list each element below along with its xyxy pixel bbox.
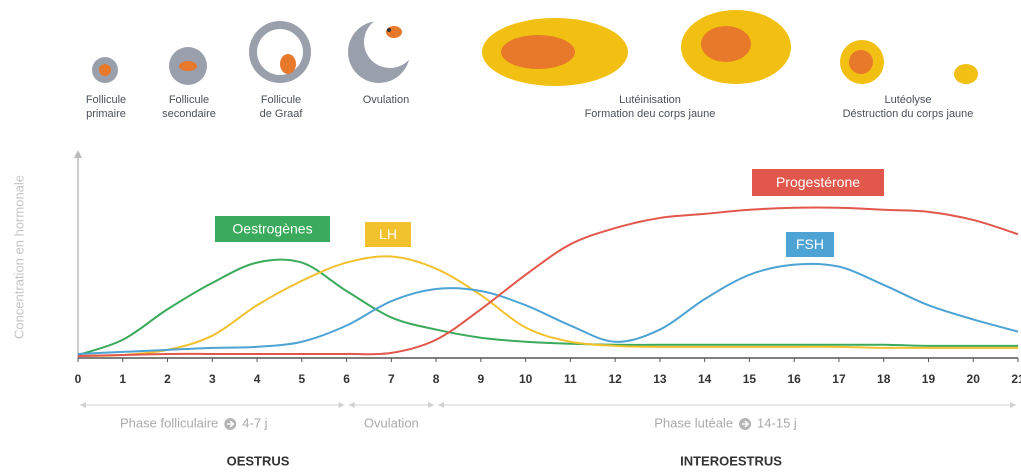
series-tag <box>786 232 834 257</box>
x-tick-label: 1 <box>119 372 126 386</box>
x-tick-label: 9 <box>478 372 485 386</box>
series-tag <box>365 222 411 247</box>
x-tick-label: 8 <box>433 372 440 386</box>
x-tick-label: 3 <box>209 372 216 386</box>
oocyte-dot <box>387 28 391 32</box>
phase-arrow <box>348 402 355 408</box>
oocyte <box>179 61 197 71</box>
antrum <box>257 29 303 75</box>
series-line <box>77 262 1019 355</box>
stage-label: Follicule <box>261 94 301 106</box>
x-tick-label: 10 <box>519 372 533 386</box>
phase-arrow <box>438 402 445 408</box>
series-name: Progestérone <box>776 174 860 190</box>
series-tag <box>215 216 330 242</box>
phase-arrow <box>1010 402 1016 408</box>
series-tag <box>752 169 884 196</box>
x-tick-label: 6 <box>343 372 350 386</box>
stage-label: primaire <box>86 108 126 120</box>
corpus-core <box>701 26 751 62</box>
x-tick-label: 16 <box>788 372 802 386</box>
x-tick-label: 4 <box>254 372 261 386</box>
ovulation-cut <box>364 16 416 68</box>
x-tick-label: 7 <box>388 372 395 386</box>
x-tick-label: 13 <box>653 372 667 386</box>
phase-duration: 4-7 j <box>242 415 267 430</box>
stage-icons <box>92 10 978 86</box>
phase-label: Ovulation <box>364 415 419 430</box>
stage-label: Déstruction du corps jaune <box>843 108 974 120</box>
stage-label: Lutéinisation <box>619 94 681 106</box>
oocyte <box>99 64 111 76</box>
x-tick-label: 11 <box>564 372 577 386</box>
series-name: LH <box>379 226 397 242</box>
period-label: OESTRUS <box>227 453 290 468</box>
x-tick-label: 18 <box>877 372 891 386</box>
stage-label: Follicule <box>169 94 209 106</box>
period-label: INTEROESTRUS <box>680 453 782 468</box>
x-tick-label: 5 <box>298 372 305 386</box>
x-tick-label: 12 <box>608 372 622 386</box>
series-line <box>77 255 1018 357</box>
stage-label: Follicule <box>86 94 126 106</box>
phase-icon-arrow <box>227 420 235 428</box>
x-tick-label: 0 <box>75 372 82 386</box>
phase-label: Phase lutéale <box>654 415 733 430</box>
phase-arrow <box>338 402 345 408</box>
x-tick-label: 2 <box>164 372 171 386</box>
x-tick-label: 14 <box>698 372 712 386</box>
x-tick-label: 17 <box>832 372 846 386</box>
corpus-core <box>849 50 873 74</box>
x-tick-label: 20 <box>967 372 981 386</box>
series-name: FSH <box>796 236 824 252</box>
phase-label: Phase folliculaire <box>120 415 218 430</box>
stage-label: Lutéolyse <box>884 94 931 106</box>
phase-icon-arrow <box>742 420 750 428</box>
oocyte <box>386 26 402 38</box>
stage-label: de Graaf <box>260 108 304 120</box>
oocyte <box>280 54 296 74</box>
phase-duration: 14-15 j <box>757 415 797 430</box>
y-arrow <box>74 150 82 158</box>
y-axis-label: Concentration en hormonale <box>11 175 26 339</box>
x-tick-label: 15 <box>743 372 757 386</box>
stage-label: Formation deu corps jaune <box>585 108 716 120</box>
x-tick-label: 21 <box>1011 372 1021 386</box>
series-line <box>77 258 1018 356</box>
phase-arrow <box>80 402 86 408</box>
stage-label: secondaire <box>162 108 216 120</box>
corpus-core <box>501 35 575 69</box>
phase-arrow <box>428 402 435 408</box>
x-tick-label: 19 <box>922 372 936 386</box>
stage-label: Ovulation <box>363 94 409 106</box>
series-line <box>77 206 1019 357</box>
corpus-albicans <box>954 64 978 84</box>
series-name: Oestrogènes <box>232 221 312 237</box>
